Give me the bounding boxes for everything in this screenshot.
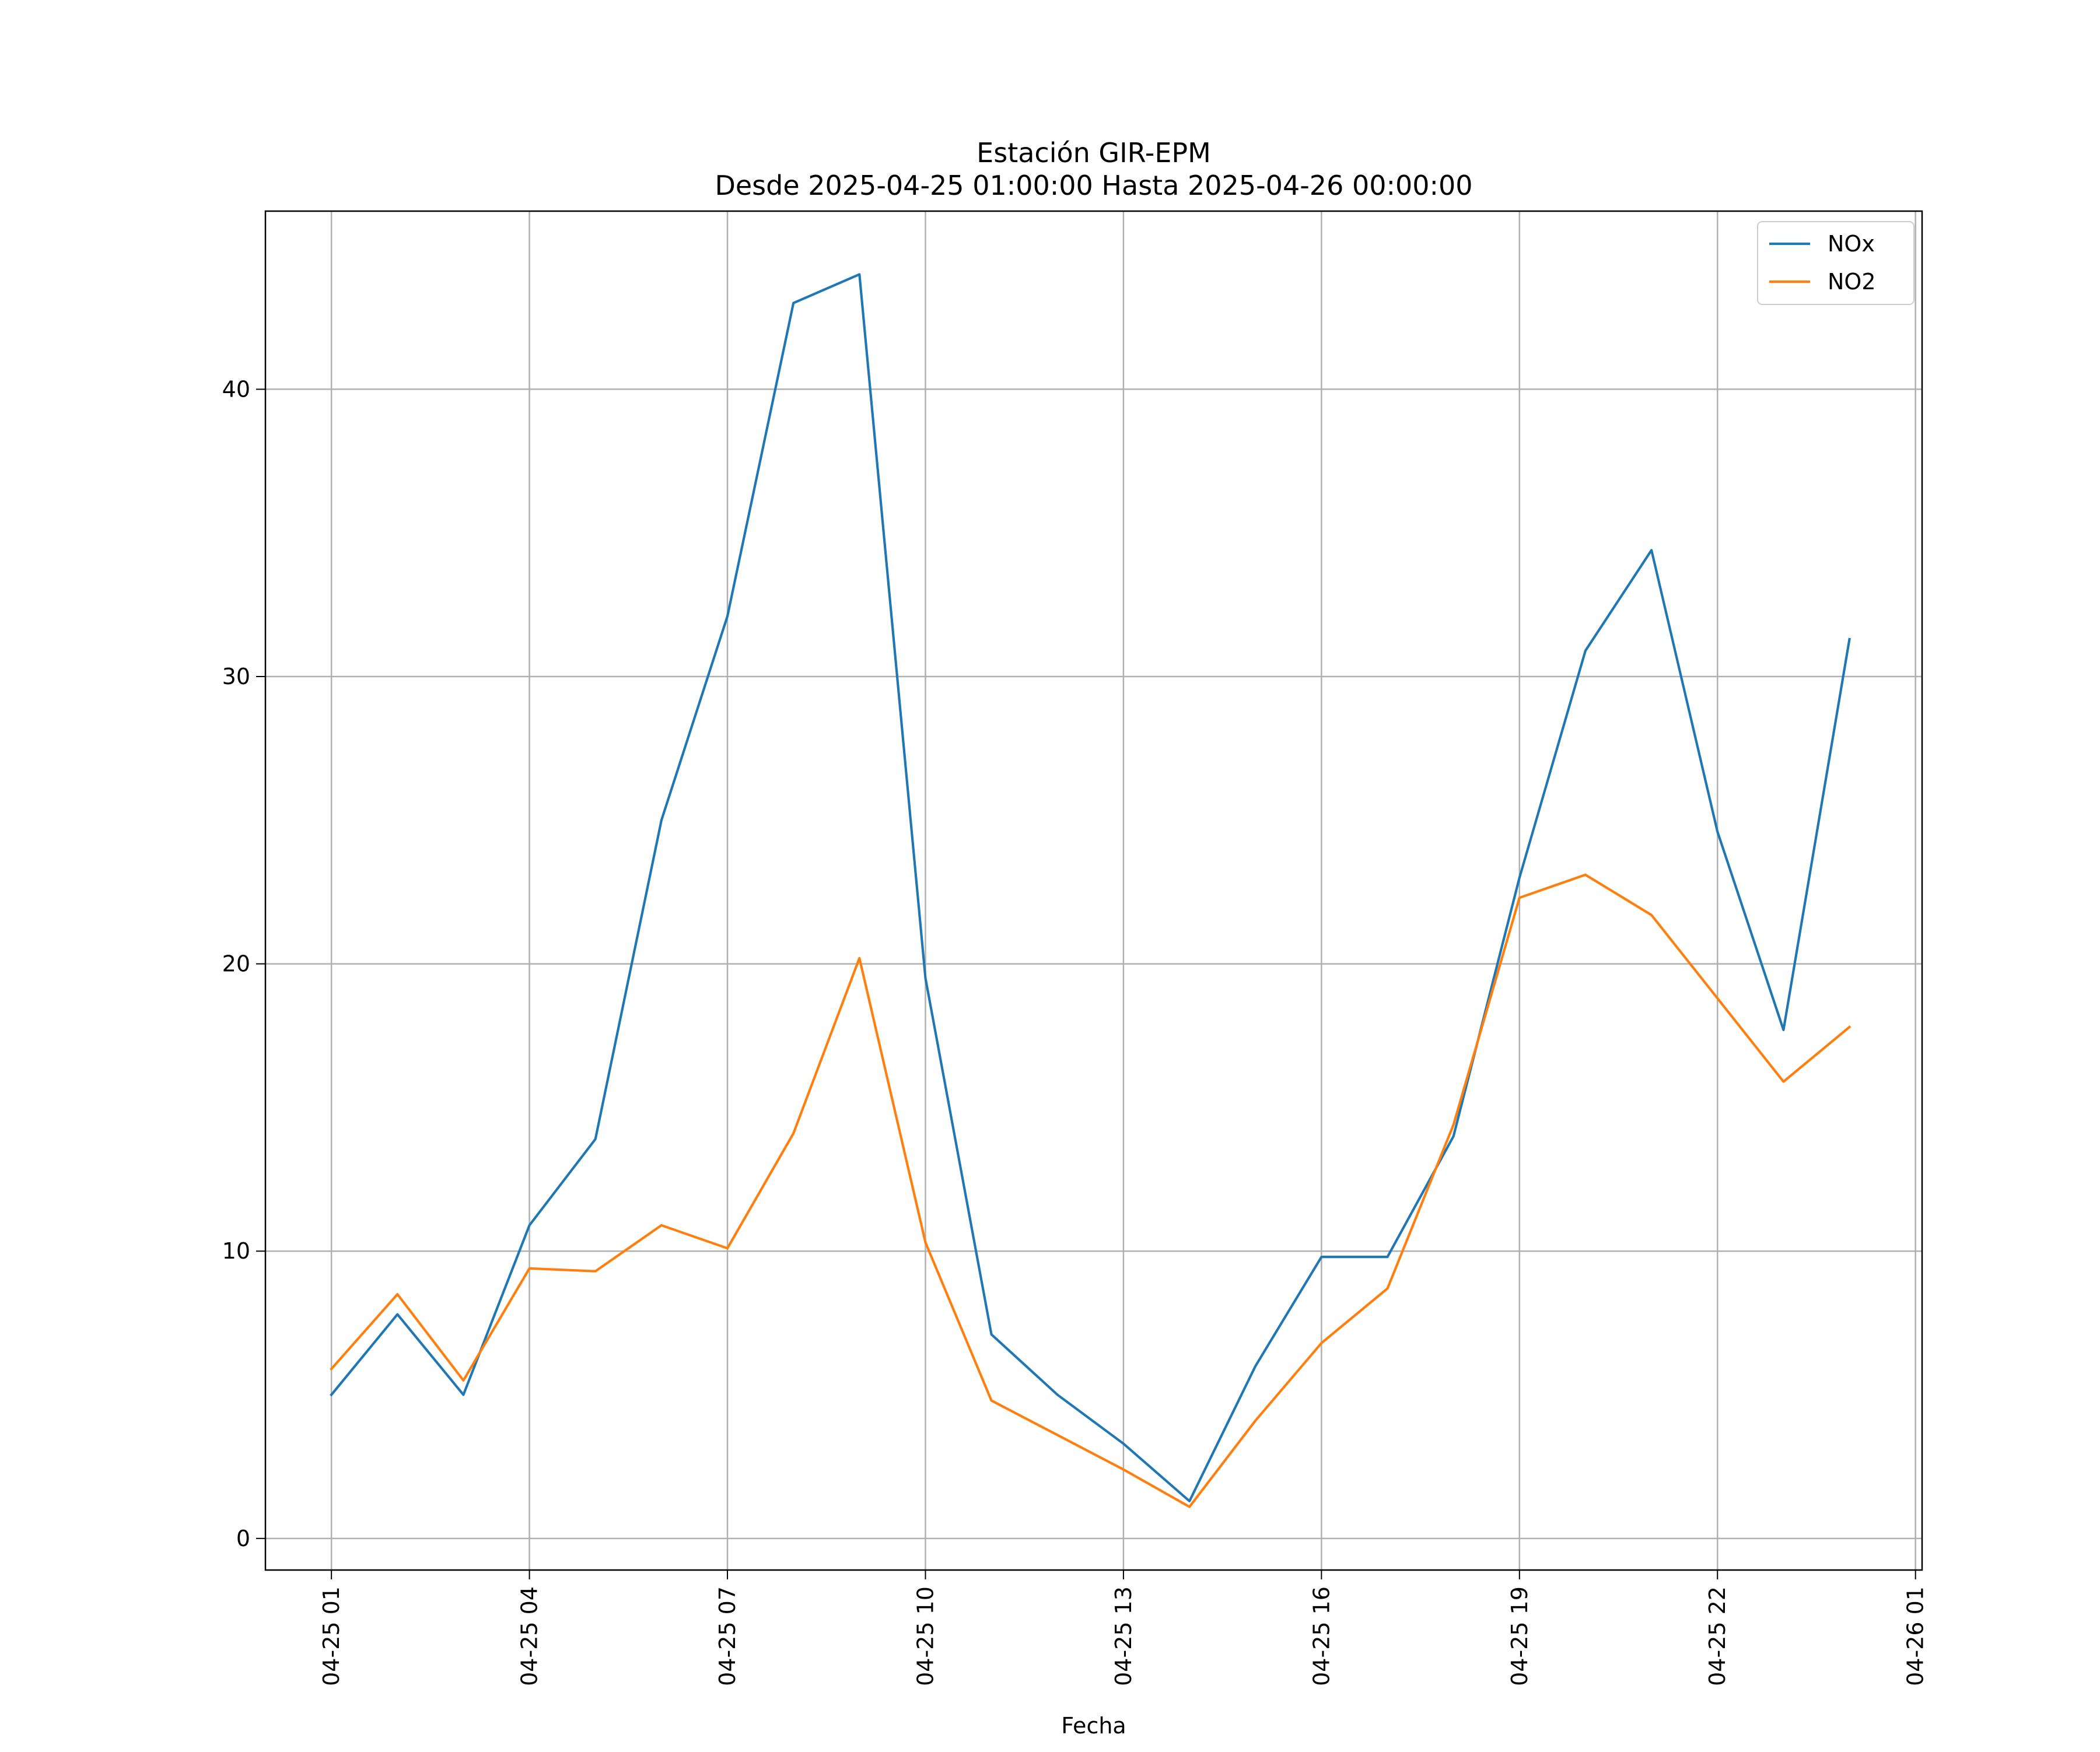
plot-area-frame (264, 210, 1923, 1571)
y-tick-label: 0 (236, 1526, 250, 1551)
series-line-nox (330, 273, 1851, 1502)
x-tick-label: 04-25 22 (1704, 1586, 1730, 1686)
x-tick-label: 04-26 01 (1903, 1586, 1929, 1686)
x-tick-label: 04-25 04 (517, 1586, 542, 1686)
y-tick-label: 20 (222, 951, 250, 977)
legend-frame (1757, 221, 1915, 305)
x-tick-label: 04-25 07 (715, 1586, 740, 1686)
y-tick-label: 30 (222, 664, 250, 689)
x-axis-label: Fecha (1061, 1713, 1126, 1739)
x-axis-ticks: 04-25 01 04-25 04 04-25 07 04-25 10 04-25 13… (318, 1570, 1929, 1686)
y-axis-ticks: 0 10 20 30 40 (222, 376, 265, 1551)
y-tick-label: 40 (222, 376, 250, 402)
x-tick-label: 04-25 10 (912, 1586, 938, 1686)
grid (265, 211, 1922, 1570)
x-tick-label: 04-25 16 (1308, 1586, 1334, 1686)
series-lines (330, 273, 1852, 1508)
legend: NOx NO2 (1757, 221, 1915, 305)
x-tick-label: 04-25 13 (1111, 1586, 1136, 1686)
y-tick-label: 10 (222, 1238, 250, 1264)
x-tick-label: 04-25 19 (1507, 1586, 1532, 1686)
legend-label-nox: NOx (1828, 231, 1875, 257)
chart-subtitle: Desde 2025-04-25 01:00:00 Hasta 2025-04-… (715, 170, 1472, 201)
legend-label-no2: NO2 (1828, 269, 1876, 295)
series-line-no2 (330, 873, 1852, 1508)
chart-title: Estación GIR-EPM (977, 137, 1211, 169)
x-tick-label: 04-25 01 (318, 1586, 344, 1686)
